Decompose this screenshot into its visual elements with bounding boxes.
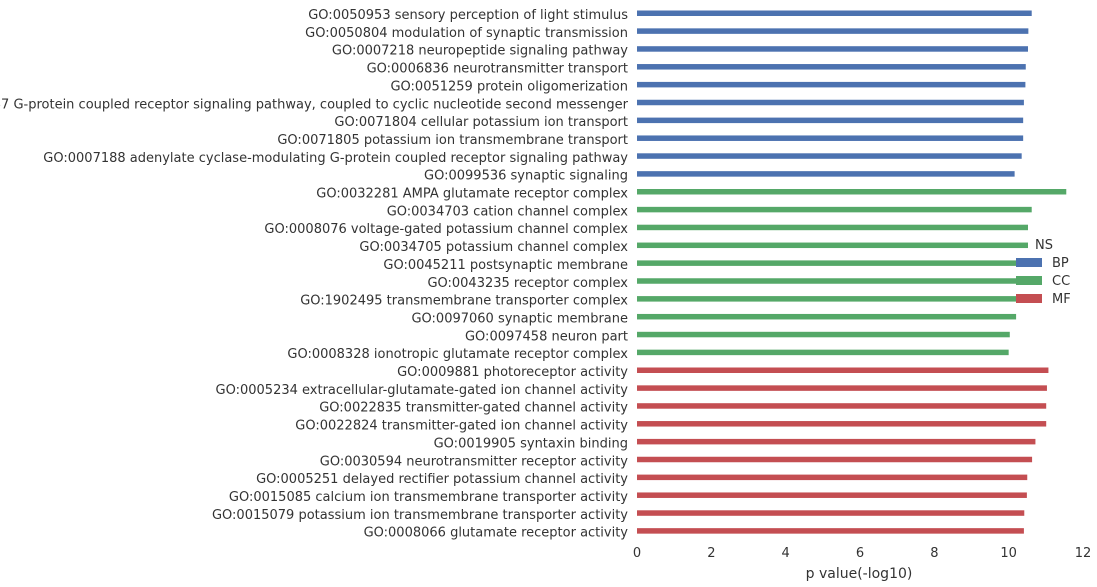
category-label: GO:1902495 transmembrane transporter com…	[300, 294, 628, 309]
category-label: GO:0097060 synaptic membrane	[411, 311, 628, 326]
category-label: GO:0022835 transmitter-gated channel act…	[319, 401, 628, 416]
bar-bp-8	[637, 153, 1022, 159]
x-axis-ticks: 0 2 4 6 8 10 12	[633, 546, 1091, 561]
bar-bp-5	[637, 99, 1024, 106]
bar-cc-2	[637, 224, 1028, 231]
legend-title: NS	[1035, 238, 1053, 253]
category-label: GO:0015085 calcium ion transmembrane tra…	[229, 490, 628, 505]
legend-label-mf: MF	[1052, 292, 1071, 307]
bar-mf-9	[637, 528, 1024, 534]
x-tick-label: 6	[856, 546, 864, 561]
category-label: GO:0071804 cellular potassium ion transp…	[334, 115, 628, 130]
bar-cc-7	[637, 313, 1017, 320]
x-tick-label: 4	[782, 546, 790, 561]
bar-cc-3	[637, 242, 1028, 249]
category-label: GO:0097458 neuron part	[465, 329, 628, 344]
category-labels: GO:0050953 sensory perception of light s…	[0, 8, 629, 541]
bar-mf-8	[637, 510, 1025, 516]
legend-swatch-bp	[1016, 258, 1042, 267]
legend-label-cc: CC	[1052, 274, 1070, 289]
bar-mf-7	[637, 492, 1027, 498]
category-label: GO:0034705 potassium channel complex	[359, 240, 628, 255]
category-label: GO:0015079 potassium ion transmembrane t…	[212, 508, 628, 523]
bars-group	[637, 10, 1067, 534]
bar-cc-6	[637, 296, 1018, 302]
x-tick-label: 2	[707, 546, 715, 561]
category-label: GO:0034703 cation channel complex	[387, 204, 629, 219]
category-label: GO:0022824 transmitter-gated ion channel…	[295, 419, 628, 434]
x-tick-label: 8	[930, 546, 938, 561]
category-label: GO:0007187 G-protein coupled receptor si…	[0, 97, 629, 112]
category-label: GO:0032281 AMPA glutamate receptor compl…	[316, 187, 628, 202]
legend: NS BP CC MF	[1016, 238, 1071, 307]
category-label: GO:0019905 syntaxin binding	[434, 436, 628, 451]
bar-mf-5	[637, 456, 1033, 463]
category-label: GO:0071805 potassium ion transmembrane t…	[277, 133, 628, 148]
category-label: GO:0006836 neurotransmitter transport	[367, 62, 628, 77]
bar-cc-9	[637, 349, 1009, 356]
bar-bp-1	[637, 28, 1029, 34]
category-label: GO:0043235 receptor complex	[427, 276, 628, 291]
category-label: GO:0045211 postsynaptic membrane	[383, 258, 628, 273]
category-label: GO:0030594 neurotransmitter receptor act…	[320, 454, 629, 469]
x-tick-label: 12	[1075, 546, 1092, 561]
category-label: GO:0008066 glutamate receptor activity	[364, 526, 629, 541]
bar-mf-0	[637, 367, 1049, 373]
category-label: GO:0007188 adenylate cyclase-modulating …	[43, 151, 628, 166]
bar-mf-4	[637, 438, 1036, 445]
legend-swatch-cc	[1016, 276, 1042, 285]
legend-swatch-mf	[1016, 294, 1042, 303]
bar-bp-7	[637, 135, 1024, 141]
legend-label-bp: BP	[1052, 256, 1069, 271]
bar-cc-0	[637, 189, 1067, 195]
category-label: GO:0099536 synaptic signaling	[424, 169, 628, 184]
category-label: GO:0005234 extracellular-glutamate-gated…	[216, 383, 629, 398]
category-label: GO:0007218 neuropeptide signaling pathwa…	[332, 44, 628, 59]
category-label: GO:0051259 protein oligomerization	[390, 79, 628, 94]
bar-bp-9	[637, 171, 1015, 177]
bar-bp-2	[637, 46, 1028, 52]
x-tick-label: 0	[633, 546, 641, 561]
bar-bp-0	[637, 10, 1032, 16]
bar-cc-5	[637, 278, 1020, 284]
category-label: GO:0005251 delayed rectifier potassium c…	[256, 472, 628, 487]
bar-cc-8	[637, 331, 1010, 338]
bar-cc-1	[637, 206, 1032, 213]
category-label: GO:0050804 modulation of synaptic transm…	[305, 26, 628, 41]
category-label: GO:0050953 sensory perception of light s…	[308, 8, 628, 23]
bar-mf-3	[637, 421, 1047, 427]
x-axis-label: p value(-log10)	[806, 566, 913, 582]
bar-bp-3	[637, 64, 1026, 70]
category-label: GO:0008076 voltage-gated potassium chann…	[264, 222, 628, 237]
category-label: GO:0008328 ionotropic glutamate receptor…	[287, 347, 628, 362]
bar-bp-4	[637, 81, 1026, 88]
category-label: GO:0009881 photoreceptor activity	[397, 365, 628, 380]
bar-bp-6	[637, 117, 1024, 124]
bar-mf-2	[637, 403, 1047, 409]
bar-mf-6	[637, 474, 1028, 481]
x-tick-label: 10	[1000, 546, 1017, 561]
bar-mf-1	[637, 385, 1047, 391]
bar-cc-4	[637, 260, 1021, 266]
